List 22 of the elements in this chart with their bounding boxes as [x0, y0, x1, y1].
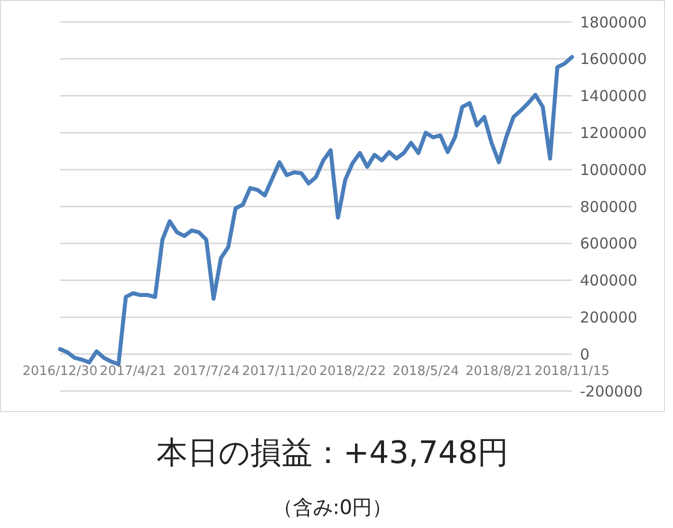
x-tick-label: 2018/8/21 — [466, 364, 532, 380]
y-tick-label: 1800000 — [580, 13, 647, 32]
x-tick-label: 2018/5/24 — [392, 364, 460, 380]
y-tick-label: 1400000 — [580, 87, 647, 106]
y-tick-label: 1000000 — [580, 160, 647, 179]
y-tick-label: 600000 — [580, 234, 638, 253]
line-series — [58, 55, 574, 366]
y-tick-label: 0 — [580, 345, 590, 364]
y-tick-label: 1200000 — [580, 124, 647, 142]
y-tick-label: 200000 — [580, 308, 638, 327]
x-tick-label: 2017/4/21 — [100, 364, 166, 380]
x-tick-label: 2017/11/20 — [242, 364, 317, 380]
x-tick-label: 2016/12/30 — [22, 364, 98, 380]
x-tick-label: 2018/11/15 — [534, 364, 610, 380]
text: 本日の損益：+43,748円 — [155, 434, 510, 473]
y-tick-label: 400000 — [580, 272, 638, 290]
x-tick-label: 2018/2/22 — [319, 364, 386, 380]
y-tick-label: 1600000 — [580, 50, 647, 68]
text: （含み:0円） — [272, 494, 394, 521]
y-tick-label: -200000 — [580, 382, 643, 400]
x-tick-label: 2017/7/24 — [172, 364, 240, 380]
y-tick-label: 800000 — [580, 198, 638, 216]
